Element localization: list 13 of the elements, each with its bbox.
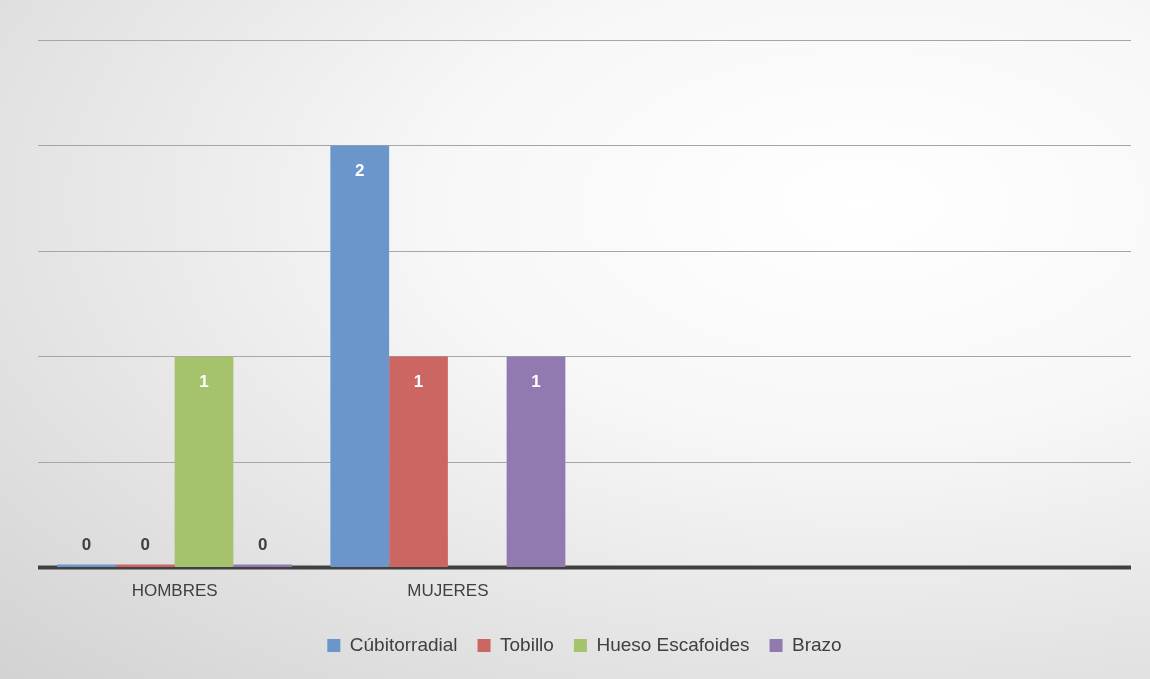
- data-label: 1: [413, 372, 424, 392]
- x-tick-label: MUJERES: [407, 581, 489, 601]
- x-tick-label: HOMBRES: [131, 581, 218, 601]
- legend-label: Hueso Escafoides: [596, 633, 750, 655]
- legend-label: Tobillo: [500, 633, 554, 655]
- data-label: 0: [140, 534, 150, 554]
- data-label: 1: [199, 372, 209, 392]
- data-label: 0: [81, 534, 92, 554]
- data-label: 2: [355, 161, 365, 181]
- data-label: 0: [258, 534, 268, 554]
- legend-label: Brazo: [792, 633, 842, 655]
- data-label: 1: [531, 372, 541, 392]
- legend-label: Cúbitorradial: [349, 633, 458, 655]
